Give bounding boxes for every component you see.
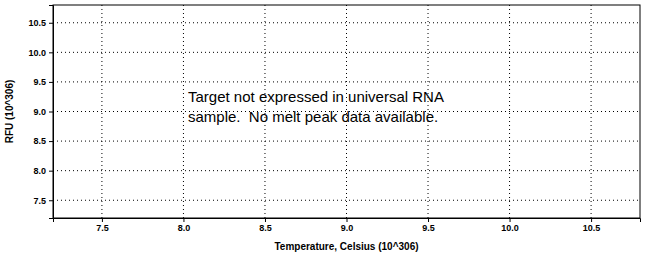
tick: 8.5 [33, 136, 53, 146]
grid-line [53, 141, 640, 142]
frame [53, 5, 640, 218]
tick-label: 10.0 [28, 48, 46, 58]
tick-label: 8.0 [178, 223, 191, 233]
tick-mark [49, 171, 53, 172]
tick-label: 9.5 [422, 223, 435, 233]
tick-mark [49, 112, 53, 113]
chart: 7.5 8.0 8.5 9.0 9.5 10.0 10.5 7.5 8.0 8.5 9.0 9.5 10… [0, 0, 653, 260]
tick-mark [49, 23, 53, 24]
x-axis-title: Temperature, Celsius (10^306) [274, 241, 418, 252]
tick: 9.5 [33, 77, 53, 87]
tick-mark [49, 82, 53, 83]
annotation: Target not expressed in universal RNA [188, 88, 444, 105]
tick-label: 9.0 [33, 107, 46, 117]
tick-label: 9.5 [33, 77, 46, 87]
tick: 7.5 [33, 196, 53, 206]
tick-label: 7.5 [96, 223, 109, 233]
tick: 9.0 [341, 218, 354, 233]
tick-label: 10.5 [28, 18, 46, 28]
plot: 7.5 8.0 8.5 9.0 9.5 10.0 10.5 7.5 8.0 8.5 9.0 9.5 10… [28, 5, 640, 233]
tick-mark [49, 52, 53, 53]
tick-mark [428, 218, 429, 222]
tick: 8.5 [259, 218, 272, 233]
tick-mark [265, 218, 266, 222]
grid-line [53, 200, 640, 201]
tick-mark [183, 218, 184, 222]
tick: 10.5 [583, 218, 601, 233]
annotation: sample. No melt peak data available. [188, 108, 438, 125]
tick-label: 7.5 [33, 196, 46, 206]
tick: 7.5 [96, 218, 109, 233]
tick: 10.0 [501, 218, 519, 233]
grid-line [53, 52, 640, 53]
tick: 8.0 [178, 218, 191, 233]
tick: 8.0 [33, 166, 53, 176]
tick-mark [49, 200, 53, 201]
tick: 10.0 [28, 48, 53, 58]
tick: 10.5 [28, 18, 53, 28]
tick-mark [347, 218, 348, 222]
tick: 9.5 [422, 218, 435, 233]
grid-line [53, 22, 640, 23]
x-axis: 7.5 8.0 8.5 9.0 9.5 10.0 10.5 [54, 218, 641, 233]
tick-mark [591, 218, 592, 222]
grid-line [591, 5, 592, 218]
tick-label: 8.0 [33, 166, 46, 176]
grid-line [53, 170, 640, 171]
grid-line [53, 81, 640, 82]
tick-label: 10.0 [501, 223, 519, 233]
tick-label: 8.5 [259, 223, 272, 233]
tick-label: 8.5 [33, 136, 46, 146]
grid [53, 5, 640, 218]
tick-label: 10.5 [583, 223, 601, 233]
tick-mark [49, 141, 53, 142]
grid-line [183, 5, 184, 218]
tick: 9.0 [33, 107, 53, 117]
y-axis: 7.5 8.0 8.5 9.0 9.5 10.0 10.5 [28, 6, 53, 219]
tick-mark [510, 218, 511, 222]
tick-label: 9.0 [341, 223, 354, 233]
tick-mark [102, 218, 103, 222]
axis-line [54, 219, 641, 223]
y-axis-title: RFU (10^306) [4, 80, 15, 144]
